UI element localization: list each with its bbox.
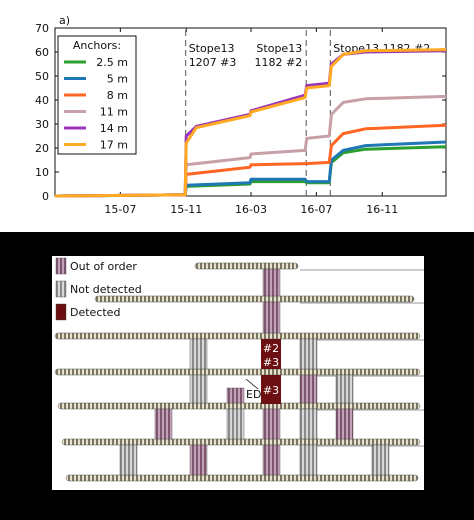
stope-not-detected bbox=[226, 408, 245, 440]
legend-title: Anchors: bbox=[73, 39, 121, 52]
stope-not-detected bbox=[335, 374, 354, 404]
legend-entry: 17 m bbox=[100, 139, 128, 152]
y-tick-label: 0 bbox=[42, 190, 49, 203]
stope-out-of-order bbox=[335, 408, 354, 440]
ed-pointer bbox=[245, 378, 259, 390]
gallery-level bbox=[194, 262, 299, 270]
y-tick-label: 70 bbox=[35, 22, 49, 35]
stope-not-detected bbox=[371, 444, 390, 476]
legend-label-b: Out of order bbox=[70, 260, 137, 273]
gallery-level bbox=[54, 332, 421, 340]
stope-not-detected bbox=[189, 374, 208, 404]
stope-out-of-order bbox=[154, 408, 173, 440]
y-tick-label: 60 bbox=[35, 46, 49, 59]
stope-not-detected bbox=[299, 338, 318, 370]
stope-detected-3 bbox=[261, 375, 281, 404]
legend-entry: 11 m bbox=[100, 106, 128, 119]
stope-out-of-order bbox=[299, 374, 318, 404]
event-annotation: Stope13 bbox=[189, 42, 235, 55]
legend-entry: 5 m bbox=[107, 73, 128, 86]
event-annotation: Stope13 bbox=[256, 42, 302, 55]
stope-label-3b: #3 bbox=[263, 384, 279, 397]
legend-swatch-b bbox=[55, 303, 67, 321]
x-tick-label: 15-11 bbox=[170, 203, 202, 216]
gallery-level bbox=[54, 368, 421, 376]
stope-not-detected bbox=[299, 408, 318, 440]
ed-label: ED bbox=[246, 388, 261, 401]
y-tick-label: 50 bbox=[35, 70, 49, 83]
stope-out-of-order bbox=[226, 387, 245, 404]
event-annotation: 1207 #3 bbox=[189, 56, 237, 69]
stope-out-of-order bbox=[262, 444, 281, 476]
stope-not-detected bbox=[189, 338, 208, 370]
legend-entry: 2.5 m bbox=[96, 56, 128, 69]
stope-detected-2 bbox=[261, 339, 281, 369]
x-tick-label: 15-07 bbox=[104, 203, 136, 216]
legend-label-b: Detected bbox=[70, 306, 120, 319]
x-tick-label: 16-07 bbox=[300, 203, 332, 216]
y-tick-label: 40 bbox=[35, 94, 49, 107]
panel-label: a) bbox=[59, 14, 70, 27]
y-tick-label: 20 bbox=[35, 142, 49, 155]
series-line-17m bbox=[54, 48, 447, 198]
legend-swatch-b bbox=[55, 257, 67, 275]
y-tick-label: 30 bbox=[35, 118, 49, 131]
x-tick-label: 16-11 bbox=[366, 203, 398, 216]
stope-label-3a: #3 bbox=[263, 356, 279, 369]
stope-out-of-order bbox=[189, 444, 208, 476]
gallery-level bbox=[94, 295, 415, 303]
legend-label-b: Not detected bbox=[70, 283, 142, 296]
legend-entry: 8 m bbox=[107, 89, 128, 102]
gallery-level bbox=[65, 474, 419, 482]
gallery-level bbox=[57, 402, 421, 410]
stope-label-2: #2 bbox=[263, 342, 279, 355]
stope-not-detected bbox=[119, 444, 138, 476]
gallery-level bbox=[61, 438, 421, 446]
stope-out-of-order bbox=[262, 301, 281, 334]
legend-swatch-b bbox=[55, 280, 67, 298]
stope-out-of-order bbox=[262, 268, 281, 297]
stope-not-detected bbox=[299, 444, 318, 476]
legend-entry: 14 m bbox=[100, 122, 128, 135]
stope-out-of-order bbox=[262, 408, 281, 440]
y-tick-label: 10 bbox=[35, 166, 49, 179]
x-tick-label: 16-03 bbox=[235, 203, 267, 216]
anchor-displacement-chart: a) 0 10 20 30 40 50 60 70 15-07 15-11 16-03 16-07 16-… bbox=[0, 0, 474, 232]
event-annotation: 1182 #2 bbox=[254, 56, 302, 69]
